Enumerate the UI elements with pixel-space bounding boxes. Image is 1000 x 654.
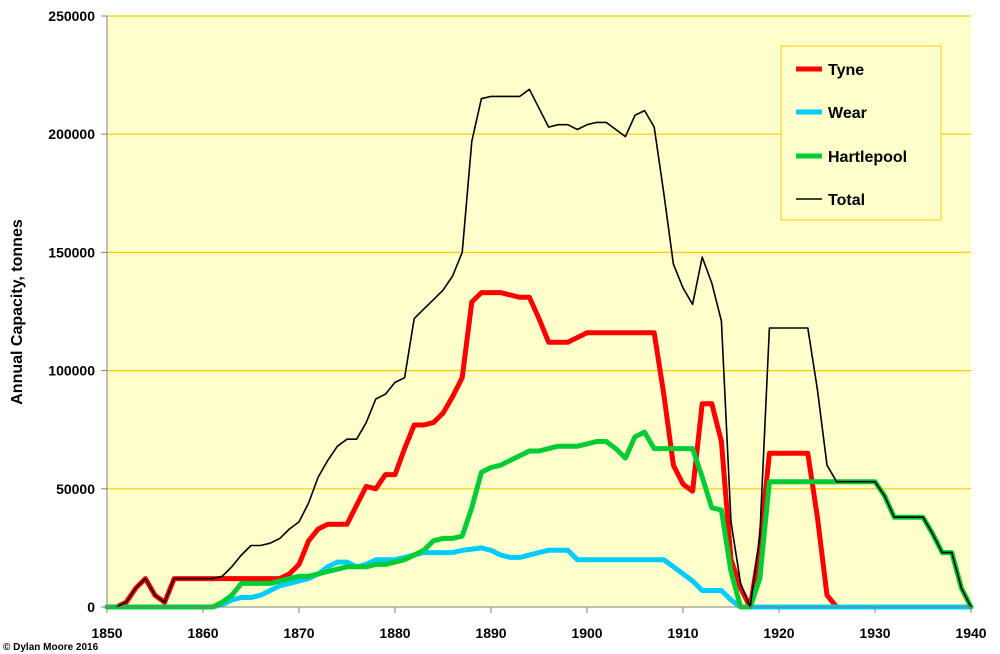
- legend-item-hartlepool[interactable]: Hartlepool: [796, 149, 907, 166]
- y-tick-label: 200000: [48, 126, 95, 142]
- series-line-tyne: [114, 290, 840, 610]
- x-tick-label: 1910: [667, 625, 698, 641]
- x-tick-label: 1940: [955, 625, 986, 641]
- axes: 0 50000 100000 150000 200000 250000 1850 1860 18…: [48, 8, 986, 641]
- copyright-credit: © Dylan Moore 2016: [3, 642, 99, 653]
- legend-item-total[interactable]: Total: [796, 192, 865, 209]
- legend-label: Wear: [828, 105, 867, 122]
- series-line-hartlepool: [104, 429, 974, 610]
- legend-item-wear[interactable]: Wear: [796, 105, 867, 122]
- y-tick-label: 150000: [48, 244, 95, 260]
- legend[interactable]: Tyne Wear Hartlepool Total: [780, 45, 942, 221]
- x-tick-label: 1860: [187, 625, 218, 641]
- legend-label: Total: [828, 192, 865, 209]
- x-tick-label: 1890: [475, 625, 506, 641]
- y-tick-label: 0: [87, 599, 95, 615]
- y-tick-label: 50000: [56, 481, 95, 497]
- y-axis-title: Annual Capacity, tonnes: [9, 219, 26, 405]
- legend-box: [780, 45, 942, 221]
- y-tick-label: 250000: [48, 8, 95, 24]
- legend-label: Hartlepool: [828, 149, 907, 166]
- x-tick-label: 1930: [859, 625, 890, 641]
- series-lines: [104, 88, 974, 610]
- legend-label: Tyne: [828, 62, 864, 79]
- legend-item-tyne[interactable]: Tyne: [796, 62, 864, 79]
- x-tick-label: 1900: [571, 625, 602, 641]
- x-tick-label: 1870: [283, 625, 314, 641]
- x-tick-label: 1850: [91, 625, 122, 641]
- x-tick-label: 1880: [379, 625, 410, 641]
- series-line-total: [115, 88, 972, 608]
- x-tick-label: 1920: [763, 625, 794, 641]
- series-line-wear: [104, 545, 974, 610]
- y-tick-label: 100000: [48, 363, 95, 379]
